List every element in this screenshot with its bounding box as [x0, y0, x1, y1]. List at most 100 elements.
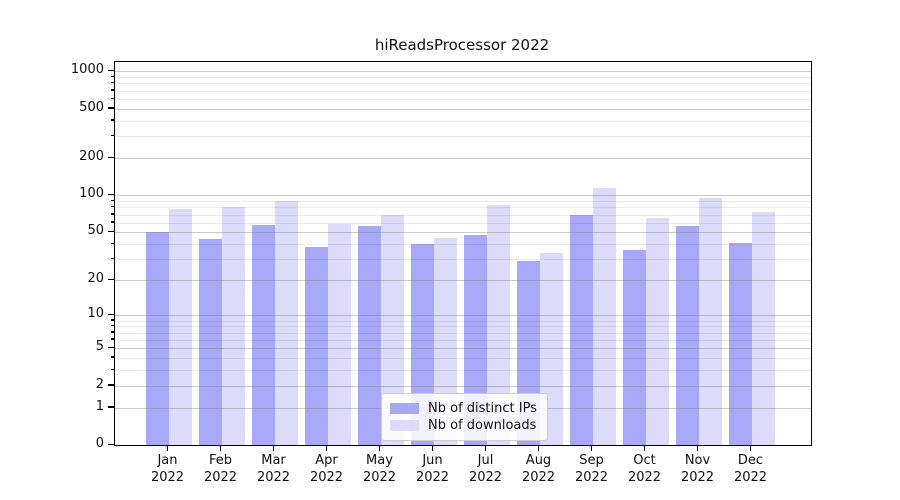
bar-downloads-feb: [221, 207, 245, 445]
gridline-9: [115, 320, 811, 322]
y-tick-5: [108, 346, 114, 349]
gridline-900: [115, 77, 811, 79]
gridline-50: [115, 232, 811, 234]
x-tick-year: 2022: [309, 470, 344, 485]
gridline-700: [115, 90, 811, 92]
bar-distinct-ips-jan: [145, 232, 169, 445]
x-tick-label-mar: Mar 2022: [244, 452, 304, 486]
x-tick-year: 2022: [203, 470, 238, 485]
x-tick-label-feb: Feb 2022: [191, 452, 251, 486]
x-tick-year: 2022: [362, 470, 397, 485]
x-tick-year: 2022: [680, 470, 715, 485]
x-tick-dec: [749, 446, 752, 451]
y-tick-label-1000: 1000: [70, 62, 104, 78]
y-minor-tick-4: [111, 356, 114, 358]
x-tick-month: Dec: [737, 453, 764, 468]
gridline-300: [115, 136, 811, 138]
x-tick-year: 2022: [733, 470, 768, 485]
y-tick-1000: [108, 69, 114, 72]
gridline-5: [115, 348, 811, 350]
x-tick-label-apr: Apr 2022: [297, 452, 357, 486]
y-tick-200: [108, 156, 114, 159]
x-tick-apr: [325, 446, 328, 451]
bar-distinct-ips-sep: [569, 215, 593, 445]
gridline-800: [115, 83, 811, 85]
bar-downloads-may: [380, 215, 404, 445]
y-minor-tick-600: [111, 97, 114, 100]
gridline-500: [115, 108, 811, 110]
x-tick-year: 2022: [415, 470, 450, 485]
x-tick-aug: [537, 446, 540, 451]
gridline-8: [115, 326, 811, 328]
bar-downloads-dec: [751, 212, 775, 445]
gridline-1000: [115, 71, 811, 73]
y-tick-0: [108, 443, 114, 445]
y-minor-tick-30: [111, 257, 114, 260]
gridline-2: [115, 385, 811, 387]
bar-distinct-ips-dec: [728, 243, 752, 445]
gridline-80: [115, 207, 811, 209]
x-tick-label-dec: Dec 2022: [721, 452, 781, 486]
x-tick-label-oct: Oct 2022: [615, 452, 675, 486]
x-tick-year: 2022: [150, 470, 185, 485]
x-tick-year: 2022: [574, 470, 609, 485]
x-tick-month: Apr: [315, 453, 338, 468]
x-tick-label-aug: Aug 2022: [509, 452, 569, 486]
x-tick-may: [378, 446, 381, 451]
y-tick-100: [108, 193, 114, 196]
x-tick-month: Jun: [422, 453, 443, 468]
y-tick-500: [108, 107, 114, 109]
x-tick-year: 2022: [468, 470, 503, 485]
bar-downloads-sep: [592, 188, 616, 445]
y-tick-label-5: 5: [95, 339, 104, 355]
gridline-4: [115, 357, 811, 359]
legend-swatch-downloads: [390, 420, 419, 431]
gridline-20: [115, 280, 811, 282]
y-tick-2: [108, 384, 114, 386]
y-minor-tick-700: [111, 89, 114, 91]
x-tick-jul: [484, 446, 487, 451]
legend-row-downloads: Nb of downloads: [390, 417, 537, 434]
y-minor-tick-3: [111, 368, 114, 371]
x-tick-jun: [431, 446, 434, 451]
x-tick-month: Jul: [477, 453, 494, 468]
x-tick-mar: [272, 446, 275, 451]
gridline-70: [115, 214, 811, 216]
bar-distinct-ips-feb: [198, 239, 222, 445]
y-minor-tick-70: [111, 213, 114, 215]
x-tick-month: Nov: [684, 453, 711, 468]
gridline-10: [115, 315, 811, 317]
x-tick-year: 2022: [256, 470, 291, 485]
legend-swatch-distinct-ips: [390, 403, 419, 414]
bar-downloads-mar: [274, 201, 298, 445]
gridline-40: [115, 244, 811, 246]
y-minor-tick-800: [111, 81, 114, 84]
bar-downloads-apr: [327, 224, 351, 445]
y-tick-label-50: 50: [87, 223, 104, 239]
y-minor-tick-40: [111, 242, 114, 245]
bar-downloads-nov: [698, 198, 722, 445]
gridline-30: [115, 259, 811, 261]
x-tick-month: May: [366, 453, 393, 468]
x-tick-year: 2022: [521, 470, 556, 485]
y-tick-label-20: 20: [87, 271, 104, 287]
y-minor-tick-400: [111, 119, 114, 121]
y-tick-label-1: 1: [95, 398, 104, 414]
x-tick-sep: [590, 446, 593, 451]
legend-label-downloads: Nb of downloads: [428, 418, 537, 433]
x-tick-month: Oct: [633, 453, 656, 468]
x-tick-year: 2022: [627, 470, 662, 485]
gridline-100: [115, 195, 811, 197]
y-minor-tick-300: [111, 134, 114, 137]
bar-distinct-ips-may: [357, 226, 381, 445]
y-tick-1: [108, 406, 114, 408]
x-tick-feb: [219, 446, 222, 451]
gridline-400: [115, 120, 811, 122]
x-tick-label-jan: Jan 2022: [138, 452, 198, 486]
y-tick-50: [108, 230, 114, 233]
legend: Nb of distinct IPs Nb of downloads: [381, 393, 548, 441]
x-tick-month: Jan: [157, 453, 178, 468]
bar-distinct-ips-oct: [622, 250, 646, 445]
bar-distinct-ips-nov: [675, 226, 699, 445]
